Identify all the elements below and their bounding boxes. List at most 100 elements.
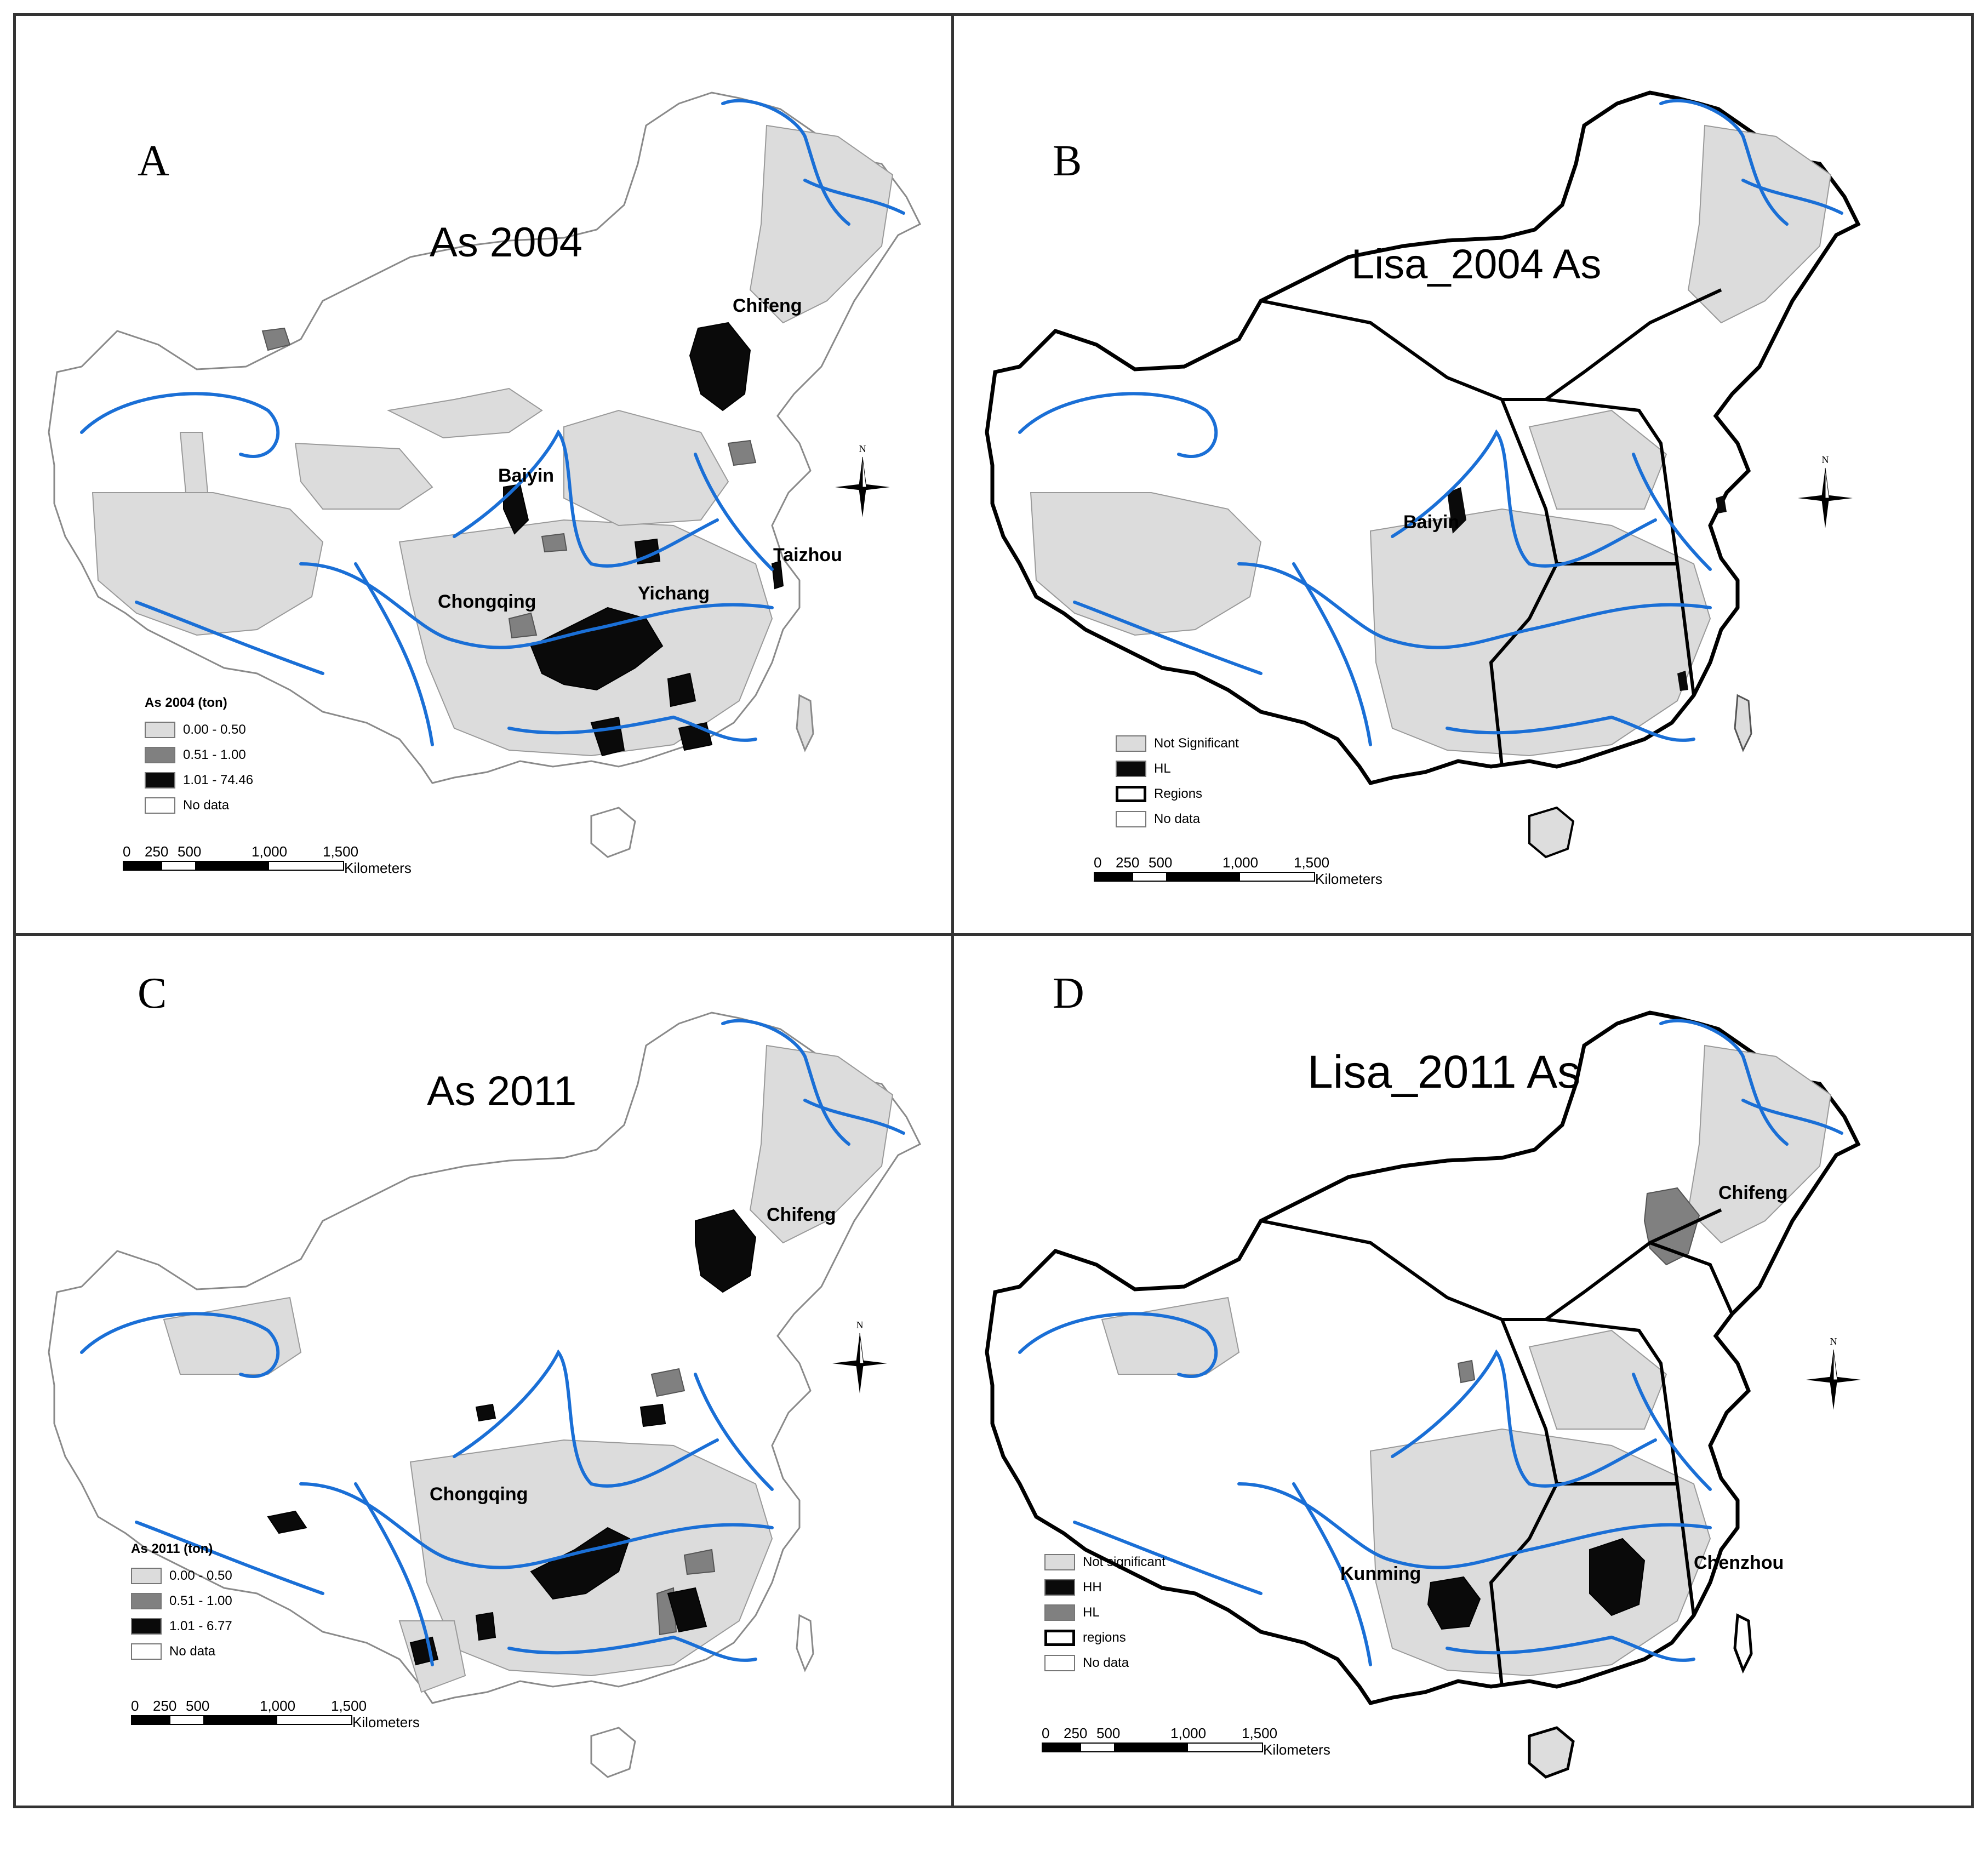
taiwan-island <box>796 694 814 752</box>
scale-tick: 1,500 <box>1294 854 1330 871</box>
scale-tick: 1,000 <box>260 1698 296 1714</box>
region-hl-baiyin <box>1447 487 1466 534</box>
legend-item: No data <box>1116 807 1239 832</box>
legend-item: 0.51 - 1.00 <box>145 742 253 768</box>
region-xinjiang-strip <box>179 432 209 493</box>
scale-tick: 1,500 <box>331 1698 367 1714</box>
north-arrow: N <box>1801 1336 1866 1418</box>
legend-label: 0.00 - 0.50 <box>169 1568 232 1583</box>
scale-tick: 0 <box>1094 854 1102 871</box>
scale-tick: 0 <box>1042 1725 1050 1741</box>
scale-unit: Kilometers <box>344 860 412 876</box>
panel-title: Lisa_2004 As <box>1351 241 1602 288</box>
north-label: N <box>1830 1336 1837 1347</box>
region-hh-chenzhou <box>1589 1538 1646 1616</box>
panel-c: C As 2011 Chifeng Chongqing As 2011 (ton… <box>16 936 950 1851</box>
region-hl-south <box>1677 671 1688 691</box>
scale-bar: 0 250 500 1,000 1,500 Kilometers <box>1042 1725 1381 1758</box>
region-mid-3 <box>541 533 568 553</box>
legend-item: 0.51 - 1.00 <box>131 1589 232 1614</box>
region-high-south1 <box>667 1587 707 1633</box>
scale-tick: 1,500 <box>323 843 359 860</box>
region-high-chongqing <box>530 607 664 691</box>
legend-item: HL <box>1044 1600 1166 1625</box>
panel-title: As 2011 <box>427 1068 577 1115</box>
panel-divider-vertical <box>951 13 954 1808</box>
legend-item: No data <box>145 793 253 818</box>
city-label-yichang: Yichang <box>638 583 710 604</box>
river-amur <box>1659 1019 1789 1146</box>
city-label-chifeng: Chifeng <box>767 1204 836 1225</box>
region-inner-mongolia-grey <box>386 387 543 439</box>
region-xinjiang-grey <box>1101 1296 1240 1375</box>
taiwan-island <box>1733 1613 1753 1674</box>
river-songhua <box>1741 1099 1843 1135</box>
scale-bar: 0 250 500 1,000 1,500 Kilometers <box>123 843 462 876</box>
scale-tick: 500 <box>178 843 202 860</box>
river-mekong <box>1292 1482 1372 1666</box>
legend-label: Regions <box>1154 786 1203 801</box>
scale-tick: 0 <box>123 843 131 860</box>
taiwan-island <box>796 1614 814 1672</box>
river-songhua <box>803 179 905 215</box>
region-boundary <box>1260 1208 1722 1321</box>
city-label-chenzhou: Chenzhou <box>1694 1552 1784 1573</box>
region-xinjiang-grey <box>163 1296 302 1375</box>
river-yellow <box>1391 429 1657 568</box>
city-label-chifeng: Chifeng <box>1718 1182 1788 1203</box>
china-map-a <box>48 92 922 858</box>
river-tarim <box>1018 392 1218 458</box>
scale-tick: 500 <box>186 1698 210 1714</box>
region-boundary <box>1649 1241 1734 1315</box>
legend-heading: As 2004 (ton) <box>145 695 227 710</box>
panel-letter: A <box>138 137 169 185</box>
hainan-island <box>590 807 636 858</box>
hainan-island <box>1528 1726 1575 1779</box>
region-mid-1 <box>261 327 291 351</box>
region-north-grey <box>1528 409 1667 510</box>
legend-item: HH <box>1044 1575 1166 1600</box>
map-legend: As 2004 (ton) 0.00 - 0.50 0.51 - 1.00 1.… <box>145 695 253 818</box>
north-label: N <box>1821 454 1829 465</box>
panel-letter: D <box>1053 969 1084 1018</box>
legend-heading: As 2011 (ton) <box>131 1541 213 1556</box>
river-yangtze <box>299 562 774 649</box>
river-huai <box>1632 1373 1712 1491</box>
legend-label: HH <box>1083 1580 1102 1595</box>
legend-label: 0.51 - 1.00 <box>169 1593 232 1608</box>
north-arrow: N <box>827 1319 893 1402</box>
river-tarim <box>80 392 280 458</box>
hainan-island <box>1528 806 1575 859</box>
legend-label: 1.01 - 6.77 <box>169 1619 232 1633</box>
north-arrow: N <box>1792 454 1858 536</box>
scale-tick: 250 <box>153 1698 177 1714</box>
scale-unit: Kilometers <box>1263 1741 1330 1758</box>
panel-divider-horizontal <box>13 933 1974 936</box>
scale-tick: 250 <box>1064 1725 1088 1741</box>
city-label-taizhou: Taizhou <box>773 545 842 565</box>
legend-item: No data <box>1044 1650 1166 1676</box>
river-mekong <box>354 1482 434 1666</box>
region-high-yunnan <box>409 1636 439 1666</box>
north-label: N <box>859 443 866 454</box>
city-label-kunming: Kunming <box>1340 1563 1421 1584</box>
legend-item: 1.01 - 6.77 <box>131 1614 232 1639</box>
legend-label: No data <box>1154 812 1201 826</box>
region-boundary <box>1545 1318 1695 1616</box>
river-yangtze <box>299 1482 774 1569</box>
region-hh-kunming <box>1427 1576 1481 1630</box>
china-map-b <box>985 90 1861 859</box>
region-mid-2 <box>683 1549 716 1575</box>
map-legend: Not Significant HL Regions No data <box>1116 731 1239 832</box>
river-south <box>507 715 757 742</box>
legend-item: No data <box>131 1639 232 1664</box>
north-label: N <box>856 1319 864 1330</box>
legend-item: Regions <box>1116 781 1239 807</box>
panel-d: D Lisa_2011 As Chifeng Kunming Chenzhou … <box>954 936 1888 1851</box>
panel-b: B Lisa_2004 As Baiyin Not Significant HL… <box>954 16 1888 931</box>
river-huai <box>1632 453 1712 571</box>
river-yalu <box>1073 1521 1263 1595</box>
region-north-grey <box>1528 1329 1667 1430</box>
region-boundary <box>1489 398 1559 767</box>
region-tibet <box>92 492 324 636</box>
